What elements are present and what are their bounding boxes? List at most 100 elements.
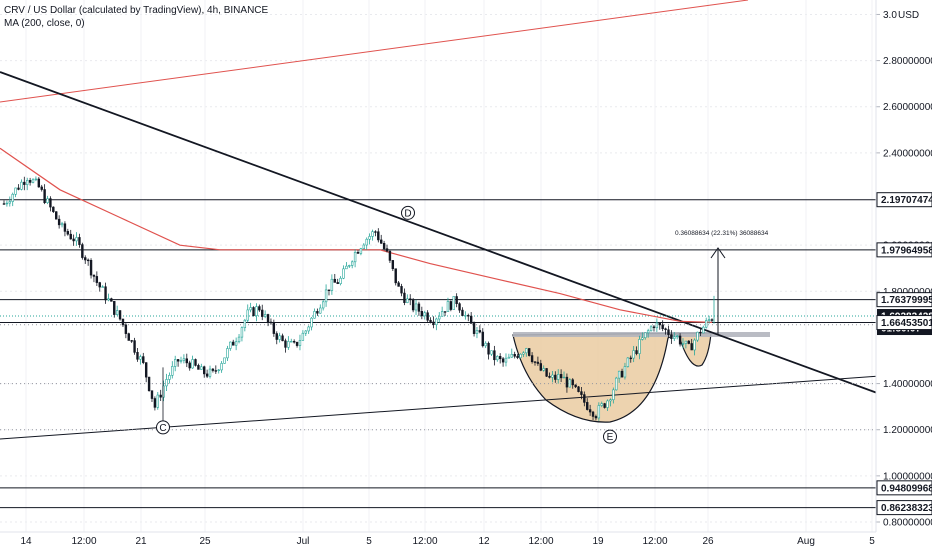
price-tick-label: 2.40000000 (883, 148, 932, 159)
candle-body (272, 322, 276, 334)
candle-body (690, 343, 693, 351)
candle-body (513, 354, 516, 357)
ascending-support-line (0, 375, 881, 440)
candle-body (586, 402, 589, 410)
candle-body (252, 307, 255, 316)
candle-body (394, 268, 397, 284)
candle-body (490, 350, 493, 355)
candle-body (652, 326, 656, 329)
candle-body (580, 391, 583, 395)
candle-body (670, 334, 673, 339)
candle-body (298, 340, 302, 346)
time-axis[interactable]: 14 12:00 21 25 Jul 5 12:00 12 12:00 19 12:00 26 Aug 5 (0, 531, 932, 550)
price-tick-label: 1.40000000 (883, 379, 932, 390)
candle-body (159, 394, 162, 398)
candle-body (574, 384, 577, 388)
candle-body (11, 193, 14, 202)
candle-body (562, 376, 566, 379)
candle-body (615, 377, 618, 391)
candle-body (644, 332, 647, 339)
time-tick-label: 5 (366, 536, 372, 547)
candle-body (638, 339, 641, 354)
candle-body (362, 244, 366, 249)
time-tick-label: 12:00 (412, 536, 437, 547)
candle-body (34, 178, 38, 181)
price-axis[interactable]: 3.0USD2.800000002.600000002.400000002.00… (875, 0, 932, 532)
point-labels: C D E (156, 205, 617, 444)
candle-body (31, 179, 35, 183)
point-label-e: E (607, 432, 614, 443)
candle-body (469, 315, 473, 324)
descending-trendline (0, 71, 881, 395)
candle-body (484, 342, 487, 347)
measure-annotation: 0.36088634 (22.31%) 36088634 (675, 230, 769, 237)
point-label-circle (401, 205, 415, 220)
chart-legend: CRV / US Dollar (calculated by TradingVi… (4, 4, 268, 30)
time-tick-label: 5 (869, 536, 875, 547)
level-price-value: 0.86238323 (881, 503, 932, 514)
horizontal-levels (0, 199, 876, 509)
symbol-title: CRV / US Dollar (calculated by TradingVi… (4, 5, 269, 16)
level-price-label (876, 242, 932, 258)
candle-body (301, 332, 305, 341)
candle-body (348, 265, 351, 267)
candle-body (150, 390, 154, 399)
candle-body (403, 292, 406, 303)
candle-body (612, 389, 615, 400)
candle-body (632, 350, 635, 359)
candle-body (591, 411, 595, 417)
candle-body (664, 328, 667, 331)
candle-body (545, 368, 548, 377)
candle-body (420, 311, 424, 317)
candle-body (60, 223, 64, 226)
candle-body (226, 348, 229, 359)
candle-body (350, 261, 354, 266)
candle-body (290, 341, 293, 343)
candle-body (699, 331, 702, 334)
candle-body (443, 311, 447, 313)
candle-body (269, 321, 273, 324)
candle-body (81, 244, 84, 258)
candle-body (147, 376, 151, 391)
candle-body (507, 356, 511, 359)
candle-body (75, 237, 78, 242)
candle-body (539, 363, 543, 371)
candle-body (435, 318, 438, 326)
candle-body (501, 358, 505, 363)
level-price-label (876, 315, 932, 331)
candle-body (179, 360, 183, 362)
candle-body (182, 358, 186, 361)
candle-body (525, 348, 528, 354)
candle-body (440, 311, 444, 317)
candle-body (107, 298, 110, 301)
candle-body (452, 296, 455, 310)
channel-top-line (0, 0, 749, 103)
candle-body (194, 359, 197, 366)
candle-body (5, 202, 9, 205)
price-axis-background (876, 0, 932, 532)
candle-body (255, 306, 258, 316)
candle-body (675, 335, 679, 338)
candle-body (144, 362, 148, 378)
candle-body (380, 239, 383, 244)
candle-body (28, 180, 32, 183)
candle-body (368, 236, 371, 240)
candle-body (208, 368, 212, 377)
candle-body (478, 330, 482, 333)
level-price-value: 0.94809968 (881, 483, 932, 494)
handle-resistance-box (513, 332, 770, 337)
candle-body (353, 251, 357, 263)
grid-lines (0, 0, 876, 532)
candle-body (455, 296, 458, 304)
candle-body (307, 326, 310, 332)
candle-body (284, 340, 287, 348)
candle-body (446, 301, 450, 312)
level-price-value: 1.76379995 (881, 295, 932, 306)
candle-body (388, 250, 392, 261)
candle-body (646, 330, 650, 334)
candle-body (359, 248, 363, 254)
time-tick-label: 14 (20, 536, 32, 547)
candle-body (185, 358, 189, 364)
candle-body (295, 341, 299, 346)
